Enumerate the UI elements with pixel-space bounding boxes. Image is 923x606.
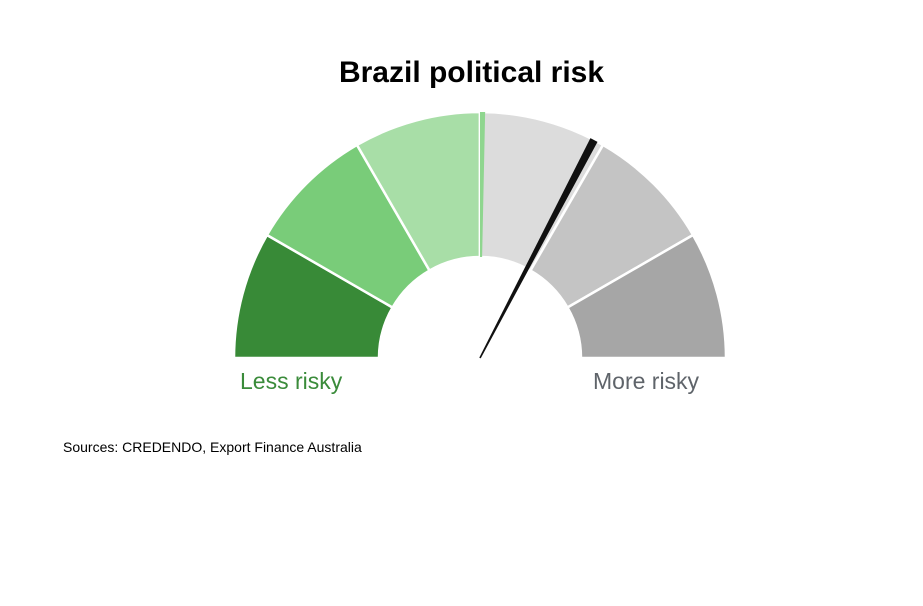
gauge-needle [479, 138, 598, 359]
sources-note: Sources: CREDENDO, Export Finance Austra… [63, 439, 362, 455]
more-risky-label: More risky [593, 368, 700, 394]
gauge-marker [480, 112, 486, 258]
gauge-segment-6 [565, 233, 728, 360]
less-risky-label: Less risky [240, 368, 343, 394]
chart-title: Brazil political risk [338, 56, 605, 89]
